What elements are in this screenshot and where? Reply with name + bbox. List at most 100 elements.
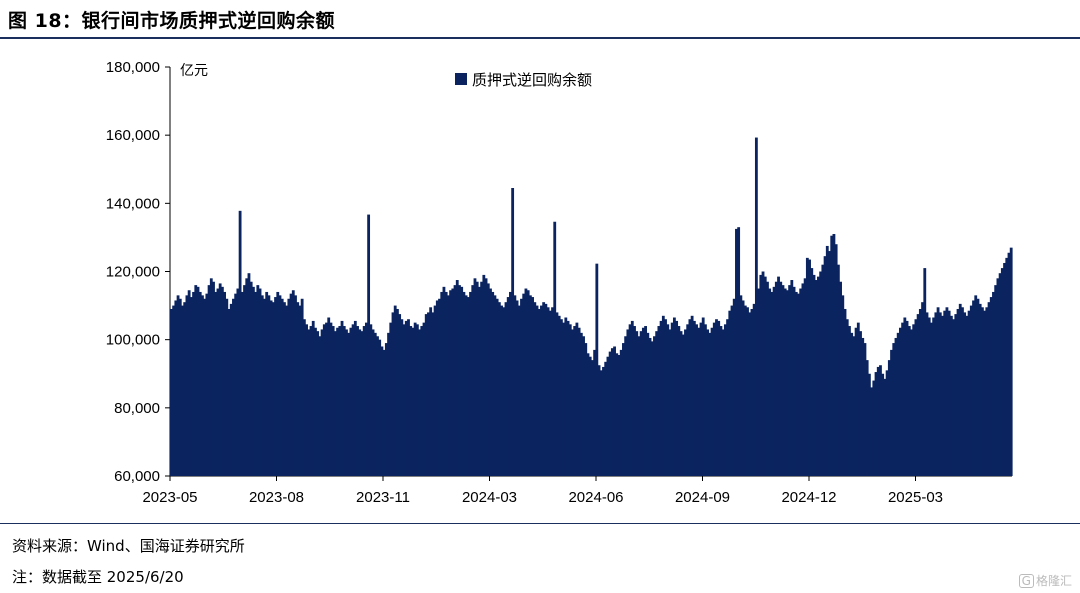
bar: [925, 312, 929, 476]
bar: [701, 317, 705, 476]
bar: [723, 324, 727, 476]
x-tick-label: 2024-12: [781, 489, 836, 506]
bar: [817, 276, 820, 476]
bar: [371, 329, 375, 476]
bar: [251, 286, 255, 476]
bar: [659, 320, 663, 476]
bar: [307, 329, 311, 476]
bar: [604, 361, 608, 476]
bar: [994, 285, 998, 476]
bar: [433, 305, 437, 476]
bar: [805, 257, 809, 476]
bar: [305, 324, 308, 476]
bar: [469, 291, 472, 476]
bar: [362, 326, 366, 476]
bar: [992, 291, 995, 476]
bar: [684, 329, 687, 476]
bar: [949, 315, 953, 476]
bar: [810, 268, 814, 476]
bar: [728, 310, 732, 476]
bar: [808, 259, 811, 476]
bar: [205, 293, 209, 476]
bar: [187, 290, 191, 476]
bar: [914, 319, 918, 476]
bar: [329, 322, 333, 477]
bar: [653, 336, 656, 476]
y-tick-label: 100,000: [106, 332, 160, 349]
bar: [879, 365, 882, 476]
bar: [987, 302, 991, 476]
bar: [325, 322, 328, 477]
bar: [351, 324, 355, 476]
page-title: 图 18：银行间市场质押式逆回购余额: [8, 10, 336, 32]
bar: [555, 312, 559, 476]
bar: [358, 329, 362, 476]
bar: [446, 295, 450, 476]
bar: [770, 291, 774, 476]
bar: [934, 312, 938, 476]
bar: [322, 324, 326, 476]
bar: [985, 307, 989, 476]
bar: [617, 355, 621, 476]
bar: [218, 283, 222, 476]
bar: [376, 336, 379, 476]
bar: [216, 288, 220, 476]
bar: [715, 319, 718, 476]
bar: [267, 295, 271, 476]
bar: [655, 331, 659, 476]
bar: [280, 298, 284, 476]
bar: [726, 319, 729, 476]
bar: [983, 310, 987, 476]
bar: [907, 326, 911, 476]
bar: [174, 300, 178, 476]
bar: [517, 305, 521, 476]
bar: [797, 293, 800, 476]
bar: [777, 276, 780, 476]
bar: [980, 307, 984, 476]
bar: [480, 281, 484, 476]
bar: [509, 291, 512, 476]
bar: [832, 234, 836, 476]
bar: [850, 332, 854, 476]
bar: [885, 370, 889, 476]
bar: [500, 305, 503, 476]
bar: [528, 295, 532, 476]
x-tick-label: 2023-08: [249, 489, 304, 506]
bar: [901, 322, 905, 477]
bar: [207, 285, 211, 476]
bar: [462, 291, 466, 476]
bar: [198, 291, 202, 476]
bar: [969, 305, 973, 476]
bar: [861, 337, 865, 476]
x-tick-label: 2024-06: [568, 489, 623, 506]
bar: [692, 320, 696, 476]
bar: [338, 326, 342, 476]
bar: [484, 278, 488, 476]
bar: [952, 319, 955, 476]
bar: [546, 307, 550, 476]
bar: [712, 322, 716, 477]
bar: [440, 291, 444, 476]
y-tick-label: 60,000: [114, 468, 160, 485]
bar: [373, 332, 377, 476]
bar: [845, 319, 849, 476]
bar: [916, 314, 920, 476]
bar: [247, 273, 251, 476]
bar: [227, 308, 231, 476]
y-tick-label: 140,000: [106, 195, 160, 212]
bar: [557, 315, 561, 476]
bar: [482, 274, 486, 476]
bar: [670, 322, 674, 477]
bar: [453, 285, 457, 476]
bar: [757, 288, 760, 476]
bar: [1000, 268, 1004, 476]
bar: [192, 291, 195, 476]
bar: [511, 188, 515, 476]
bar: [542, 302, 546, 476]
bar: [737, 227, 741, 476]
bar: [331, 326, 335, 476]
bar: [254, 291, 258, 476]
bar: [938, 312, 942, 476]
bar: [956, 308, 960, 476]
bar: [531, 297, 534, 476]
